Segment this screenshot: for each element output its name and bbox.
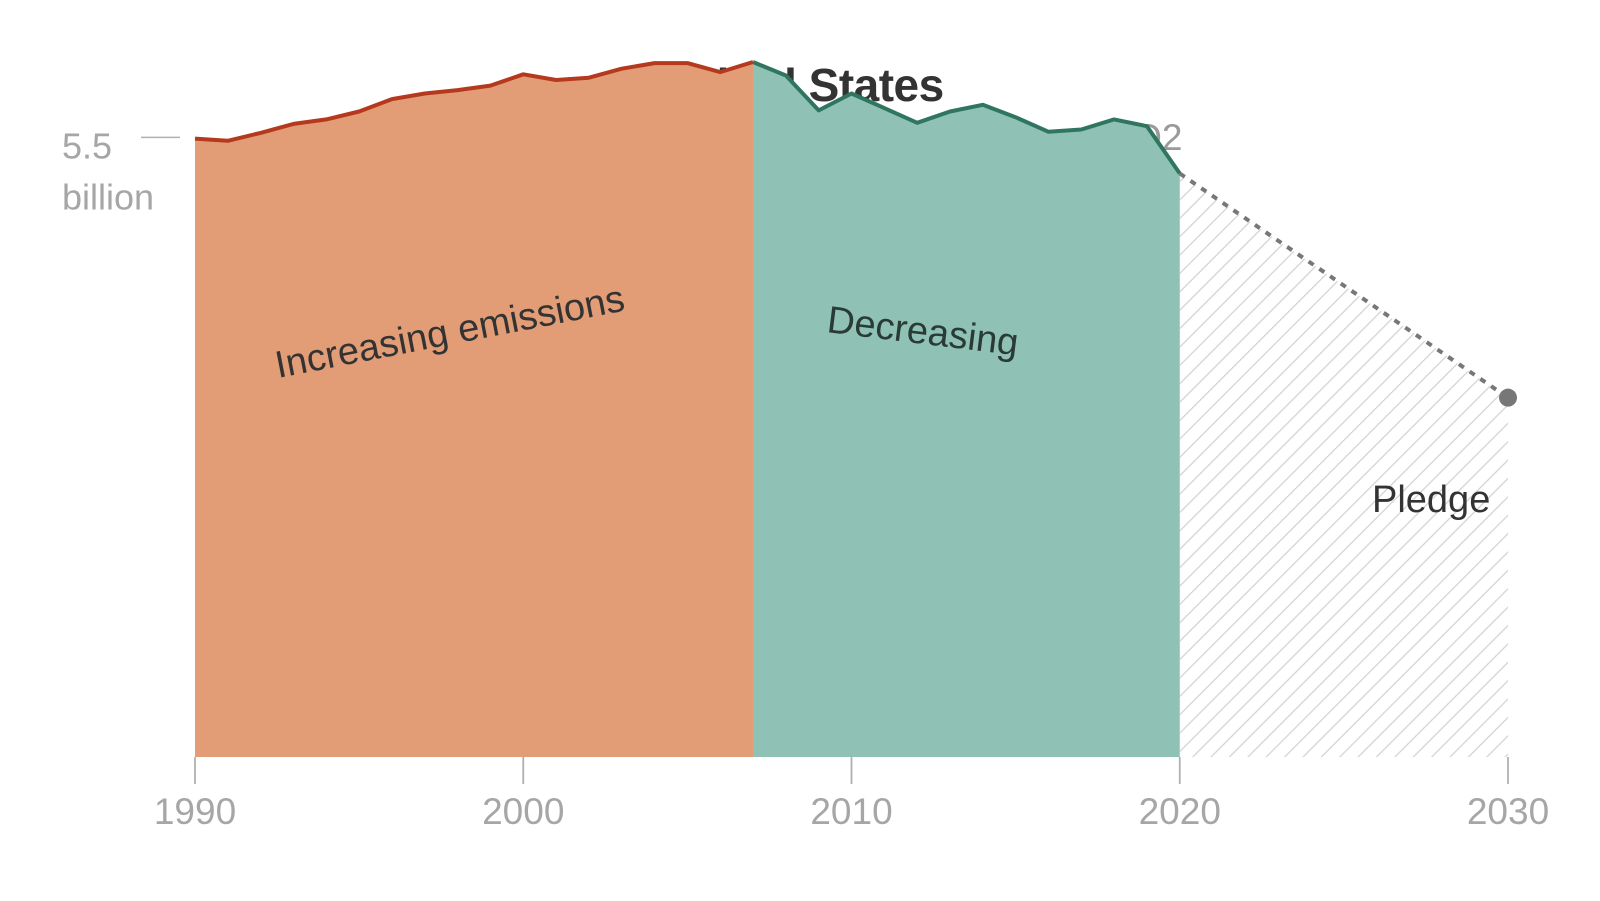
x-tick-label: 2030 bbox=[1467, 791, 1549, 832]
annotation-pledge: Pledge bbox=[1372, 479, 1490, 521]
x-tick-label: 2020 bbox=[1139, 791, 1221, 832]
decreasing-area bbox=[753, 62, 1180, 757]
x-axis-ticks: 1990 2000 2010 2020 2030 bbox=[154, 757, 1549, 832]
pledge-endpoint bbox=[1499, 388, 1517, 407]
x-tick-label: 2010 bbox=[810, 791, 892, 832]
pledge-hatched-area bbox=[1179, 173, 1508, 757]
y-tick-label-unit: billion bbox=[62, 176, 154, 217]
decreasing-line bbox=[752, 60, 1182, 175]
increasing-area bbox=[195, 62, 753, 757]
increasing-line bbox=[194, 60, 754, 143]
pledge-line bbox=[1178, 171, 1510, 400]
x-tick-label: 2000 bbox=[482, 791, 564, 832]
x-tick-label: 1990 bbox=[154, 791, 236, 832]
y-tick-label-value: 5.5 bbox=[62, 125, 112, 166]
